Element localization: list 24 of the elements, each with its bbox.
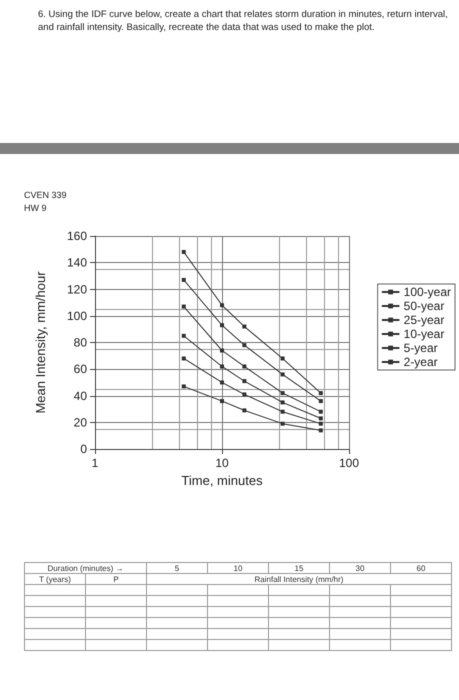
legend-label: 25-year (404, 313, 444, 327)
y-tick-label: 120 (66, 282, 88, 296)
blank-table: Duration (minutes) → 5 10 15 30 60 T (years) P Rainfall Intensity (mm/hr) (24, 562, 452, 651)
y-tick-label: 100 (66, 308, 88, 323)
legend-label: 5-year (404, 341, 438, 355)
y-axis-title: Mean Intensity, mm/hour (33, 270, 48, 414)
x-tick-label: 1 (92, 456, 99, 470)
chart-title: 6. Using the IDF curve below, create a chart that relates storm duration in minutes, return interval, and rainfall intensity. Basically, recreate the data that was used to make the plot. (38, 8, 448, 34)
legend-label: 2-year (404, 355, 438, 369)
y-tick-label: 60 (74, 362, 88, 376)
legend-label: 10-year (404, 327, 444, 341)
text: CVEN 339 (24, 190, 67, 200)
y-tick-label: 80 (74, 336, 88, 350)
y-tick-label: 20 (74, 415, 88, 430)
legend-label: 100-year (404, 285, 452, 299)
y-tick-label: 40 (74, 388, 88, 403)
x-axis-title: Time, minutes (181, 472, 264, 488)
x-tick-label: 100 (338, 456, 360, 470)
y-tick-label: 160 (66, 229, 88, 243)
x-tick-label: 10 (215, 456, 229, 470)
y-tick-label: 140 (66, 256, 88, 270)
y-tick-label: 0 (80, 442, 88, 456)
legend-label: 50-year (404, 299, 444, 313)
text: HW 9 (24, 203, 46, 213)
